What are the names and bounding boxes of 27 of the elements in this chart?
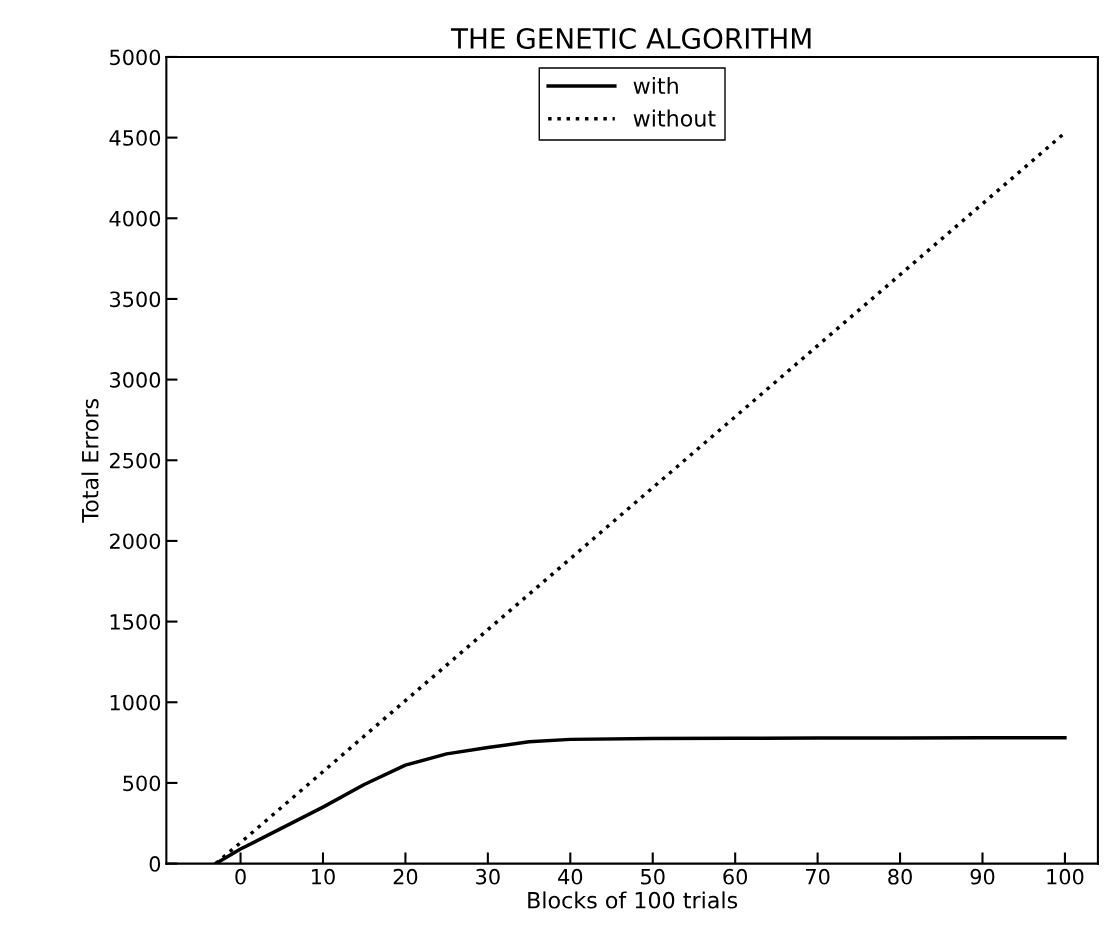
y-tick-label: 2500 (109, 452, 161, 469)
y-tick-label: 0 (149, 856, 161, 872)
y-tick-label: 500 (123, 775, 161, 792)
y-tick-label: 4500 (109, 130, 161, 146)
y-axis-title: Total Errors (81, 399, 99, 523)
x-tick-label: 100 (1047, 868, 1084, 885)
legend-label: with (633, 76, 678, 94)
x-tick-label: 80 (888, 868, 912, 885)
y-tick-label: 1500 (110, 614, 161, 630)
y-tick-label: 1000 (110, 694, 161, 711)
y-tick-label: 4000 (109, 210, 161, 227)
x-tick-label: 10 (312, 868, 335, 885)
y-tick-label: 5000 (110, 49, 161, 66)
x-tick-label: 30 (476, 868, 500, 885)
chart-title: THE GENETIC ALGORITHM (450, 27, 811, 49)
y-tick-label: 3000 (110, 372, 161, 388)
y-tick-label: 2000 (109, 533, 161, 550)
x-tick-label: 20 (393, 868, 418, 885)
y-tick-label: 3500 (110, 291, 161, 308)
x-axis-title: Blocks of 100 trials (528, 891, 738, 909)
x-tick-label: 40 (558, 868, 583, 885)
x-tick-label: 0 (235, 868, 246, 885)
x-tick-label: 60 (723, 868, 748, 885)
x-tick-label: 70 (806, 868, 830, 885)
legend-label: without (633, 109, 716, 127)
x-tick-label: 90 (970, 868, 995, 885)
x-tick-label: 50 (641, 868, 665, 885)
